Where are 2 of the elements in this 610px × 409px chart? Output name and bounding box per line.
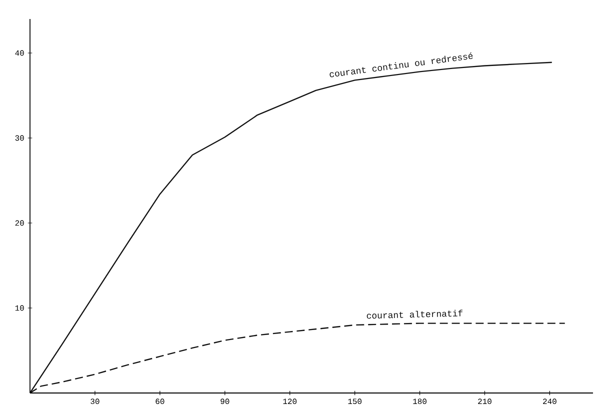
series-label: courant alternatif	[366, 310, 462, 319]
text: courant continu ou redressé	[330, 52, 473, 78]
